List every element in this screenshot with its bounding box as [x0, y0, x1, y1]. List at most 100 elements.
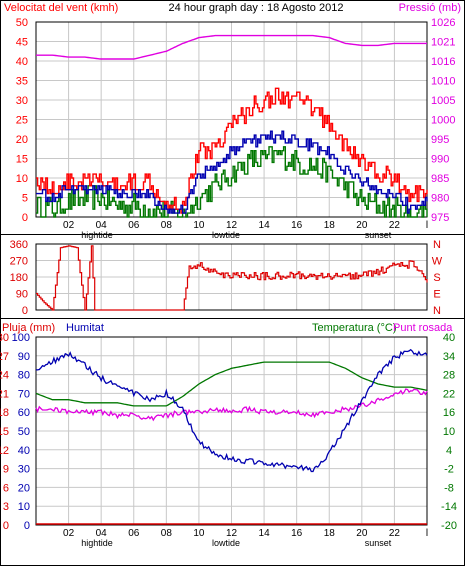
tick-label: 90: [18, 351, 30, 363]
plot-area-direction: [35, 243, 428, 311]
tick-label: 360: [10, 239, 28, 251]
tick-label: 27: [0, 351, 9, 363]
compass-label: W: [432, 256, 443, 268]
tick-label: 22: [443, 388, 455, 400]
tick-label: -8: [444, 482, 454, 494]
tick-label: 90: [16, 289, 28, 301]
tick-label: 10: [16, 173, 28, 185]
wind-axis-label: Velocitat del vent (kmh): [4, 2, 118, 14]
tick-label: 10: [193, 528, 205, 539]
tick-label: l: [426, 220, 428, 231]
tick-label: 14: [259, 220, 271, 231]
tick-label: 60: [18, 407, 30, 419]
tick-label: 1026: [431, 17, 455, 29]
tick-label: 990: [431, 154, 449, 166]
compass-label: N: [433, 305, 441, 317]
tick-label: -2: [444, 464, 454, 476]
annotation-label: hightide: [81, 538, 113, 548]
tick-label: 22: [389, 220, 401, 231]
direction-line: [36, 245, 428, 311]
tick-label: 02: [63, 528, 75, 539]
tick-label: 1016: [431, 56, 455, 68]
dewpoint-axis-label: Punt rosada: [393, 322, 453, 334]
tick-label: 28: [443, 370, 455, 382]
tick-label: 995: [431, 134, 449, 146]
wind-max-line: [36, 87, 428, 214]
tick-label: 45: [16, 37, 28, 49]
chart-title: 24 hour graph day : 18 Agosto 2012: [169, 2, 344, 14]
tick-label: 0: [22, 212, 28, 224]
tick-label: 1000: [431, 115, 455, 127]
tick-label: 1010: [431, 76, 455, 88]
tick-label: 02: [63, 220, 75, 231]
tick-label: 24: [0, 370, 9, 382]
wind-avg-line: [36, 130, 428, 214]
tick-label: 04: [96, 220, 108, 231]
dewpoint-line: [35, 388, 428, 422]
tick-label: 18: [324, 528, 336, 539]
tick-label: 16: [291, 528, 303, 539]
tick-label: 20: [18, 482, 30, 494]
tick-label: 04: [96, 528, 108, 539]
tick-label: 22: [389, 528, 401, 539]
tick-label: 0: [3, 520, 9, 532]
tick-label: 12: [226, 220, 238, 231]
annotation-label: lowtide: [212, 230, 240, 240]
tick-label: 20: [16, 134, 28, 146]
tick-label: 0: [24, 520, 30, 532]
tick-label: 18: [0, 407, 9, 419]
tick-label: 40: [16, 56, 28, 68]
tick-label: 30: [0, 332, 9, 344]
tick-label: 10: [193, 220, 205, 231]
tick-label: 20: [356, 528, 368, 539]
tick-label: 12: [0, 445, 9, 457]
tick-label: 100: [12, 332, 30, 344]
tick-label: 985: [431, 173, 449, 185]
tick-label: 06: [128, 220, 140, 231]
tick-label: 18: [324, 220, 336, 231]
tick-label: 30: [18, 464, 30, 476]
compass-label: N: [433, 239, 441, 251]
tick-label: 08: [161, 220, 173, 231]
temperature-axis-label: Temperatura (°C): [312, 322, 396, 334]
plot-area-climate: [35, 336, 428, 526]
tick-label: 6: [3, 482, 9, 494]
tick-label: 40: [443, 332, 455, 344]
tick-label: 12: [226, 528, 238, 539]
tick-label: 975: [431, 212, 449, 224]
tick-label: -14: [441, 501, 457, 513]
tick-label: 10: [443, 426, 455, 438]
tick-label: 08: [161, 528, 173, 539]
tick-label: 70: [18, 388, 30, 400]
compass-label: E: [433, 289, 440, 301]
tick-label: 0: [22, 305, 28, 317]
tick-label: l: [426, 528, 428, 539]
tick-label: 980: [431, 193, 449, 205]
tick-label: 3: [3, 501, 9, 513]
tick-label: 50: [18, 426, 30, 438]
tick-label: 21: [0, 388, 9, 400]
tick-label: 4: [446, 445, 452, 457]
tick-label: 1005: [431, 95, 455, 107]
tick-label: 14: [259, 528, 271, 539]
annotation-label: lowtide: [212, 538, 240, 548]
rain-axis-label: Pluja (mm): [2, 322, 55, 334]
annotation-label: hightide: [81, 230, 113, 240]
tick-label: 16: [443, 407, 455, 419]
tick-label: 80: [18, 370, 30, 382]
tick-label: 30: [16, 95, 28, 107]
tick-label: 06: [128, 528, 140, 539]
tick-label: 9: [3, 464, 9, 476]
tick-label: 1021: [431, 37, 455, 49]
compass-label: S: [433, 272, 440, 284]
tick-label: 16: [291, 220, 303, 231]
tick-label: 5: [22, 193, 28, 205]
plot-area-wind: [35, 21, 428, 218]
tick-label: 10: [18, 501, 30, 513]
tick-label: -20: [441, 520, 457, 532]
pressure-line: [36, 34, 427, 60]
tick-label: 50: [16, 17, 28, 29]
humidity-line: [35, 348, 428, 473]
tick-label: 180: [10, 272, 28, 284]
